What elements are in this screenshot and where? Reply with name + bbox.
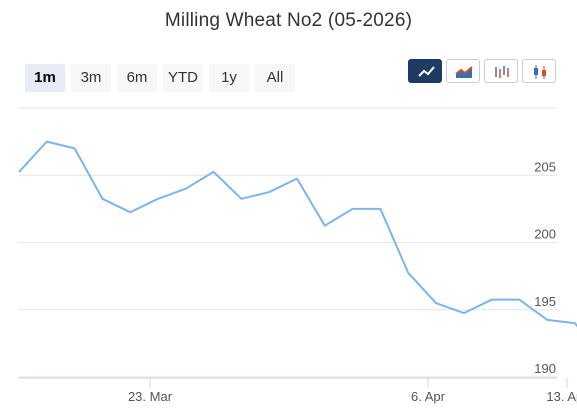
chart-title: Milling Wheat No2 (05-2026)	[164, 10, 413, 31]
range-button-3m[interactable]: 3m	[71, 64, 111, 92]
x-tick-label: 6. Apr	[411, 389, 446, 404]
price-series-line	[18, 140, 577, 328]
x-tick-label: 13. Apr	[546, 389, 577, 404]
area-chart-button[interactable]	[446, 59, 480, 83]
range-button-6m[interactable]: 6m	[117, 64, 157, 92]
x-axis-labels: 23. Mar 6. Apr 13. Apr	[128, 389, 577, 404]
ohlc-chart-icon	[495, 66, 509, 78]
x-axis	[18, 377, 568, 388]
x-tick-label: 23. Mar	[128, 389, 173, 404]
ohlc-chart-button[interactable]	[484, 59, 518, 83]
line-chart-icon	[418, 66, 435, 77]
y-tick-label: 195	[534, 294, 556, 309]
y-axis-labels: 190 195 200 205	[534, 159, 556, 376]
range-button-1y[interactable]: 1y	[209, 64, 249, 92]
series-layer	[18, 140, 577, 328]
area-chart-icon	[455, 66, 473, 78]
grid-lines	[18, 107, 557, 378]
range-button-1m[interactable]: 1m	[25, 64, 65, 92]
range-button-ytd[interactable]: YTD	[163, 64, 203, 92]
line-chart-button[interactable]	[408, 59, 442, 83]
candlestick-chart-icon	[534, 65, 546, 79]
y-tick-label: 190	[534, 361, 556, 376]
candlestick-chart-button[interactable]	[522, 59, 556, 83]
range-button-all[interactable]: All	[255, 64, 295, 92]
y-tick-label: 205	[534, 159, 556, 174]
y-tick-label: 200	[534, 227, 556, 242]
